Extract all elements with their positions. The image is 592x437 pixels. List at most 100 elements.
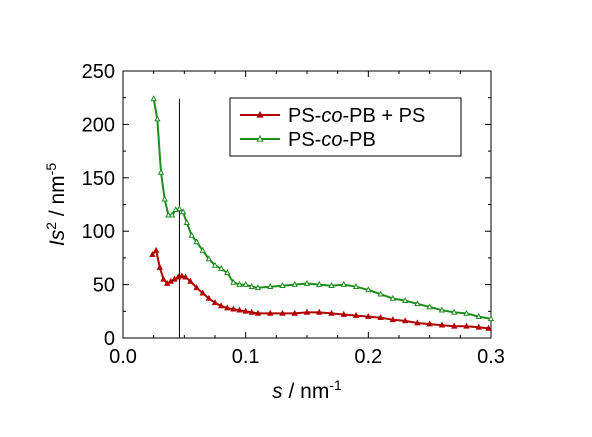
data-point [365, 286, 372, 293]
data-point [365, 312, 372, 319]
data-point [242, 307, 249, 314]
data-point [211, 299, 219, 306]
data-point [165, 211, 172, 218]
legend-item: PS-co-PB + PS [240, 105, 425, 127]
y-tick-label: 150 [82, 168, 115, 190]
data-point [414, 300, 421, 307]
data-point [279, 281, 286, 288]
data-point [267, 283, 274, 290]
data-point [156, 263, 163, 270]
data-point [389, 294, 397, 301]
data-point [248, 283, 255, 290]
data-point [224, 304, 231, 311]
data-point [463, 309, 470, 316]
data-point [205, 294, 213, 301]
data-point [475, 323, 482, 330]
data-point [211, 261, 219, 268]
data-point [150, 95, 157, 102]
data-point [328, 281, 335, 288]
data-point [316, 308, 323, 315]
x-axis-title: s / nm-1 [272, 377, 342, 403]
x-tick-label: 0.0 [109, 346, 137, 368]
y-tick-label: 100 [82, 221, 115, 243]
data-point [316, 280, 323, 287]
data-point [475, 312, 482, 319]
y-axis-title: Is2 / nm-5 [43, 163, 69, 246]
axes [122, 70, 492, 339]
data-point [340, 310, 347, 317]
data-point [179, 208, 187, 215]
data-point [487, 315, 495, 322]
data-point [178, 272, 186, 279]
data-point [254, 309, 262, 316]
data-point [183, 218, 190, 225]
x-tick-label: 0.2 [354, 346, 382, 368]
data-point [161, 195, 168, 202]
data-point [248, 308, 255, 315]
data-point [377, 314, 384, 321]
data-point [205, 255, 213, 262]
data-point [149, 251, 156, 258]
data-point [426, 320, 433, 327]
data-point [389, 316, 397, 323]
series-1 [149, 246, 492, 331]
y-tick-labels: 0 50 100 150 200 250 [82, 61, 115, 350]
data-point [303, 308, 311, 315]
data-point [199, 289, 206, 296]
data-point [485, 324, 492, 331]
x-tick-label: 0.1 [232, 346, 260, 368]
data-point [217, 264, 225, 271]
legend-marker [256, 134, 264, 142]
legend-item: PS-co-PB [240, 129, 376, 151]
data-point [152, 246, 160, 253]
data-point [188, 231, 195, 238]
y-tick-label: 0 [104, 328, 115, 350]
data-point [157, 168, 165, 175]
series-line [151, 248, 489, 330]
data-point [242, 280, 249, 287]
y-tick-label: 200 [82, 114, 115, 136]
data-point [254, 284, 262, 291]
data-point [463, 322, 470, 329]
data-point [224, 269, 231, 276]
y-tick-label: 250 [82, 61, 115, 83]
data-point [303, 279, 311, 286]
data-point [426, 303, 433, 310]
data-point [236, 280, 243, 287]
data-point [187, 277, 194, 284]
data-point [193, 238, 200, 245]
data-point [352, 283, 360, 290]
data-point [279, 309, 286, 316]
data-point [352, 311, 360, 318]
data-point [451, 308, 458, 315]
series-2 [150, 95, 495, 322]
data-point [230, 305, 237, 312]
data-point [236, 306, 243, 313]
plot-series [149, 95, 495, 331]
legend-marker [256, 110, 264, 118]
data-point [438, 306, 446, 313]
data-point [160, 275, 167, 282]
data-point [230, 278, 237, 285]
x-tick-label: 0.3 [477, 346, 505, 368]
data-point [176, 205, 183, 212]
data-point [377, 290, 384, 297]
data-point [154, 115, 161, 122]
data-point [199, 246, 206, 253]
data-point [193, 284, 200, 291]
data-point [401, 317, 409, 324]
data-point [291, 280, 298, 287]
data-point [267, 309, 274, 316]
data-point [451, 322, 458, 329]
x-tick-labels: 0.0 0.1 0.2 0.3 [109, 346, 505, 368]
data-point [414, 319, 421, 326]
data-point [182, 273, 189, 280]
y-tick-label: 50 [93, 275, 115, 297]
data-point [438, 321, 446, 328]
legend-box [229, 97, 462, 157]
legend-label: PS-co-PB + PS [288, 105, 425, 127]
data-point [328, 309, 335, 316]
data-point [217, 302, 225, 309]
